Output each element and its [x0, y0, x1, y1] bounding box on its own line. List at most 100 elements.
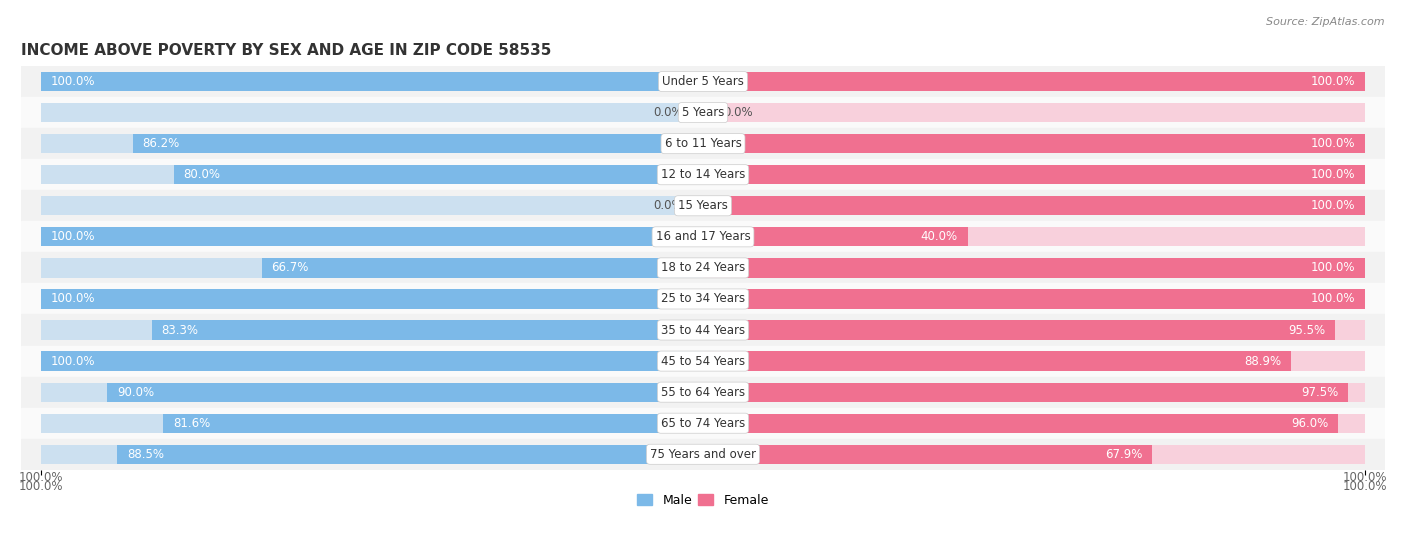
Bar	[41, 196, 703, 215]
Bar	[703, 445, 1153, 464]
Text: 100.0%: 100.0%	[1310, 199, 1355, 212]
Text: 55 to 64 Years: 55 to 64 Years	[661, 386, 745, 398]
Legend: Male, Female: Male, Female	[633, 489, 773, 512]
Text: 100.0%: 100.0%	[51, 75, 96, 88]
Text: 100.0%: 100.0%	[1310, 168, 1355, 181]
Text: 100.0%: 100.0%	[51, 292, 96, 305]
Bar	[41, 320, 703, 340]
Text: 75 Years and over: 75 Years and over	[650, 448, 756, 461]
Text: 18 to 24 Years: 18 to 24 Years	[661, 261, 745, 275]
Bar	[703, 352, 1291, 371]
Bar	[21, 252, 1385, 283]
Bar	[703, 72, 1365, 91]
Text: 45 to 54 Years: 45 to 54 Years	[661, 354, 745, 368]
Text: 100.0%: 100.0%	[51, 230, 96, 243]
Bar	[117, 445, 703, 464]
Bar	[173, 165, 703, 184]
Bar	[703, 413, 1365, 433]
Text: Under 5 Years: Under 5 Years	[662, 75, 744, 88]
Bar	[21, 222, 1385, 252]
Bar	[21, 159, 1385, 190]
Bar	[41, 413, 703, 433]
Bar	[41, 290, 703, 309]
Text: 100.0%: 100.0%	[1310, 292, 1355, 305]
Text: 88.5%: 88.5%	[128, 448, 165, 461]
Bar	[41, 445, 703, 464]
Bar	[21, 190, 1385, 222]
Bar	[21, 66, 1385, 97]
Bar	[41, 103, 703, 122]
Text: 96.0%: 96.0%	[1291, 417, 1329, 430]
Text: 90.0%: 90.0%	[117, 386, 155, 398]
Bar	[703, 165, 1365, 184]
Bar	[41, 227, 703, 247]
Bar	[21, 97, 1385, 128]
Bar	[703, 413, 1339, 433]
Text: 5 Years: 5 Years	[682, 106, 724, 119]
Text: 0.0%: 0.0%	[654, 199, 683, 212]
Bar	[21, 408, 1385, 439]
Text: 80.0%: 80.0%	[184, 168, 221, 181]
Bar	[703, 258, 1365, 277]
Bar	[703, 352, 1365, 371]
Bar	[703, 134, 1365, 153]
Bar	[21, 377, 1385, 408]
Bar	[107, 383, 703, 402]
Bar	[152, 320, 703, 340]
Bar	[703, 290, 1365, 309]
Text: 81.6%: 81.6%	[173, 417, 209, 430]
Bar	[21, 283, 1385, 315]
Bar	[41, 352, 703, 371]
Text: 83.3%: 83.3%	[162, 324, 198, 336]
Bar	[21, 315, 1385, 345]
Text: 86.2%: 86.2%	[142, 137, 180, 150]
Text: 0.0%: 0.0%	[723, 106, 752, 119]
Bar	[262, 258, 703, 277]
Text: Source: ZipAtlas.com: Source: ZipAtlas.com	[1267, 17, 1385, 27]
Bar	[703, 196, 1365, 215]
Bar	[163, 413, 703, 433]
Bar	[703, 290, 1365, 309]
Text: 95.5%: 95.5%	[1288, 324, 1324, 336]
Text: 16 and 17 Years: 16 and 17 Years	[655, 230, 751, 243]
Bar	[41, 72, 703, 91]
Bar	[703, 320, 1365, 340]
Bar	[703, 227, 967, 247]
Bar	[21, 345, 1385, 377]
Text: INCOME ABOVE POVERTY BY SEX AND AGE IN ZIP CODE 58535: INCOME ABOVE POVERTY BY SEX AND AGE IN Z…	[21, 43, 551, 58]
Bar	[703, 72, 1365, 91]
Text: 100.0%: 100.0%	[20, 472, 63, 484]
Text: 6 to 11 Years: 6 to 11 Years	[665, 137, 741, 150]
Text: 40.0%: 40.0%	[921, 230, 957, 243]
Bar	[41, 258, 703, 277]
Bar	[703, 445, 1365, 464]
Bar	[41, 165, 703, 184]
Bar	[703, 196, 1365, 215]
Bar	[703, 227, 1365, 247]
Bar	[41, 352, 703, 371]
Text: 35 to 44 Years: 35 to 44 Years	[661, 324, 745, 336]
Bar	[703, 383, 1365, 402]
Text: 100.0%: 100.0%	[51, 354, 96, 368]
Bar	[703, 103, 1365, 122]
Bar	[41, 227, 703, 247]
Text: 25 to 34 Years: 25 to 34 Years	[661, 292, 745, 305]
Text: 97.5%: 97.5%	[1301, 386, 1339, 398]
Bar	[21, 128, 1385, 159]
Bar	[41, 290, 703, 309]
Bar	[132, 134, 703, 153]
Bar	[703, 258, 1365, 277]
Bar	[703, 383, 1348, 402]
Text: 65 to 74 Years: 65 to 74 Years	[661, 417, 745, 430]
Text: 15 Years: 15 Years	[678, 199, 728, 212]
Bar	[21, 439, 1385, 470]
Bar	[703, 320, 1334, 340]
Text: 67.9%: 67.9%	[1105, 448, 1143, 461]
Bar	[703, 165, 1365, 184]
Bar	[41, 72, 703, 91]
Bar	[41, 134, 703, 153]
Text: 12 to 14 Years: 12 to 14 Years	[661, 168, 745, 181]
Text: 88.9%: 88.9%	[1244, 354, 1281, 368]
Text: 100.0%: 100.0%	[1310, 137, 1355, 150]
Text: 100.0%: 100.0%	[1343, 472, 1386, 484]
